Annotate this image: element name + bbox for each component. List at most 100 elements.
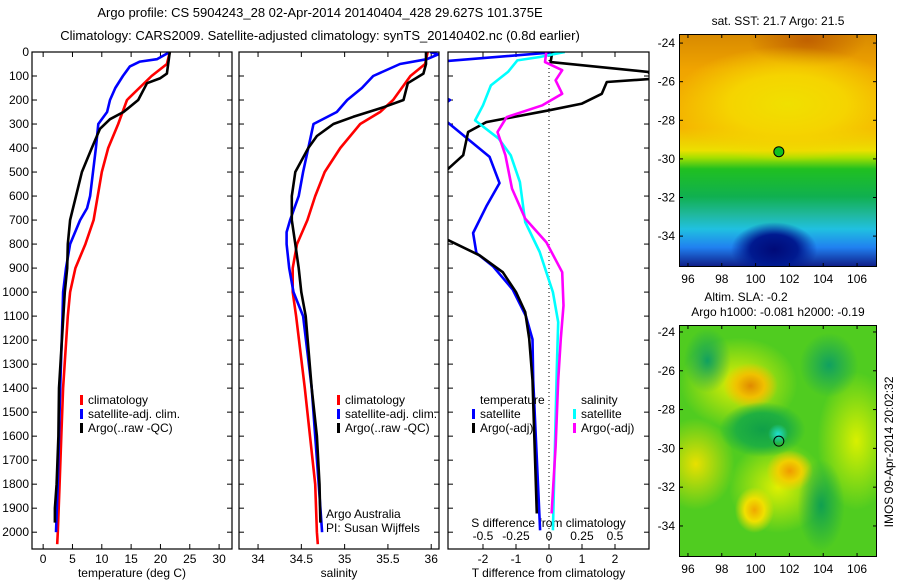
lon-tick-label: 102 — [779, 272, 799, 286]
legend-item-satellite-adj: satellite-adj. clim. — [337, 407, 437, 421]
lon-tick-label: 104 — [813, 272, 833, 286]
series-group — [285, 52, 439, 545]
x-tick-label: 34 — [251, 552, 265, 566]
lon-tick-label: 96 — [681, 272, 695, 286]
legend-label: Argo(-adj) — [581, 421, 635, 435]
lon-tick-label: 106 — [847, 562, 867, 576]
legend-item-sal-argo: Argo(-adj) — [573, 421, 634, 435]
x-tick-label: 30 — [212, 552, 226, 566]
imos-timestamp: IMOS 09-Apr-2014 20:02:32 — [882, 376, 896, 528]
legend-marker — [573, 423, 576, 433]
x-tick-label: 36 — [425, 552, 439, 566]
lon-tick-label: 106 — [847, 272, 867, 286]
x2-tick-label: -0.5 — [473, 529, 494, 543]
lat-tick-label: -26 — [658, 364, 676, 378]
legend-heading: salinity — [581, 393, 618, 407]
series-climatology — [55, 52, 172, 545]
series-climatology — [291, 52, 429, 545]
panel-3: -2 -1 0 1 2T difference from climatology -0.5… — [447, 51, 650, 580]
annotation-institution: Argo Australia — [326, 507, 401, 521]
y-tick-label: 900 — [9, 261, 29, 275]
x2-tick-label: 0.5 — [607, 529, 624, 543]
legend-label: satellite-adj. clim. — [88, 407, 181, 421]
legend-item-argo: Argo(..raw -QC) — [80, 421, 180, 435]
legend-marker — [472, 423, 475, 433]
series-argo-raw-qc — [290, 52, 428, 523]
series-group — [448, 52, 649, 531]
legend-marker — [472, 409, 475, 419]
x-tick-label: 2 — [612, 552, 619, 566]
lat-tick-label: -24 — [658, 325, 676, 339]
annotation-pi: PI: Susan Wijffels — [326, 521, 420, 535]
legend-heading: temperature — [480, 393, 545, 407]
legend-item-climatology: climatology — [337, 393, 437, 407]
lat-tick-label: -28 — [658, 113, 676, 127]
argo-position-marker — [773, 146, 785, 158]
x-tick-label: 0 — [546, 552, 553, 566]
legend-item-climatology: climatology — [80, 393, 180, 407]
x-tick-label: 34.5 — [290, 552, 314, 566]
legend-item-argo: Argo(..raw -QC) — [337, 421, 437, 435]
lon-tick-label: 104 — [813, 562, 833, 576]
sla-map-title: Altim. SLA: -0.2 — [704, 290, 788, 304]
x-tick-label: 5 — [69, 552, 76, 566]
lon-tick-label: 102 — [779, 562, 799, 576]
legend-label: climatology — [345, 393, 406, 407]
x-tick-label: -1 — [511, 552, 522, 566]
temperature-legend: climatology satellite-adj. clim. Argo(..… — [80, 393, 180, 435]
x-tick-label: 20 — [154, 552, 168, 566]
sst-map-axes: 96 98 100 102 104 106 -24 -26 -28 -30 -32 -34 — [658, 34, 877, 286]
lon-tick-label: 100 — [746, 562, 766, 576]
argo-height-title: Argo h1000: -0.081 h2000: -0.19 — [691, 305, 865, 319]
legend-marker — [573, 409, 576, 419]
lat-tick-label: -34 — [658, 519, 676, 533]
y-tick-label: 700 — [9, 213, 29, 227]
lon-tick-label: 98 — [715, 562, 729, 576]
x2-tick-label: -0.25 — [502, 529, 530, 543]
series-salinity-argo-adj — [496, 52, 565, 514]
x-tick-label: 15 — [124, 552, 138, 566]
legend-label: climatology — [88, 393, 149, 407]
y-tick-label: 1900 — [2, 501, 29, 515]
legend-label: satellite — [581, 407, 622, 421]
sla-map — [679, 325, 877, 557]
x-tick-label: 10 — [95, 552, 109, 566]
legend-marker — [337, 423, 340, 433]
lat-tick-label: -24 — [658, 36, 676, 50]
x-axis-label: salinity — [321, 566, 358, 580]
legend-item-sal-satellite: satellite — [573, 407, 634, 421]
y-tick-label: 500 — [9, 165, 29, 179]
y-tick-label: 1000 — [2, 285, 29, 299]
y-tick-label: 0 — [22, 45, 29, 59]
argo-position-marker — [773, 435, 785, 447]
lon-tick-label: 100 — [746, 272, 766, 286]
y-tick-label: 600 — [9, 189, 29, 203]
y-tick-label: 200 — [9, 93, 29, 107]
y-tick-label: 1500 — [2, 405, 29, 419]
legend-item-satellite-adj: satellite-adj. clim. — [80, 407, 180, 421]
legend-marker — [80, 409, 83, 419]
series-group — [53, 52, 172, 545]
legend-marker — [80, 395, 83, 405]
x-tick-label: 25 — [183, 552, 197, 566]
series-salinity-satellite — [473, 52, 566, 531]
legend-label: Argo(..raw -QC) — [345, 421, 430, 435]
sst-map-title: sat. SST: 21.7 Argo: 21.5 — [711, 14, 845, 28]
y-tick-label: 100 — [9, 69, 29, 83]
x-axis-label: temperature (deg C) — [78, 566, 186, 580]
lat-tick-label: -28 — [658, 403, 676, 417]
lat-tick-label: -32 — [658, 480, 676, 494]
legend-marker — [80, 423, 83, 433]
lat-tick-label: -34 — [658, 229, 676, 243]
y-tick-label: 1200 — [2, 333, 29, 347]
y-tick-label: 400 — [9, 141, 29, 155]
y-tick-label: 2000 — [2, 525, 29, 539]
title-line-1: Argo profile: CS 5904243_28 02-Apr-2014 … — [97, 5, 543, 20]
panel-frame — [447, 51, 650, 550]
panel-frame — [238, 51, 440, 550]
legend-item-temp-satellite: satellite — [472, 407, 545, 421]
sla-map-axes: 96 98 100 102 104 106 -24 -26 -28 -30 -32 -34 — [658, 325, 877, 576]
x-tick-label: -2 — [478, 552, 489, 566]
lat-tick-label: -26 — [658, 75, 676, 89]
